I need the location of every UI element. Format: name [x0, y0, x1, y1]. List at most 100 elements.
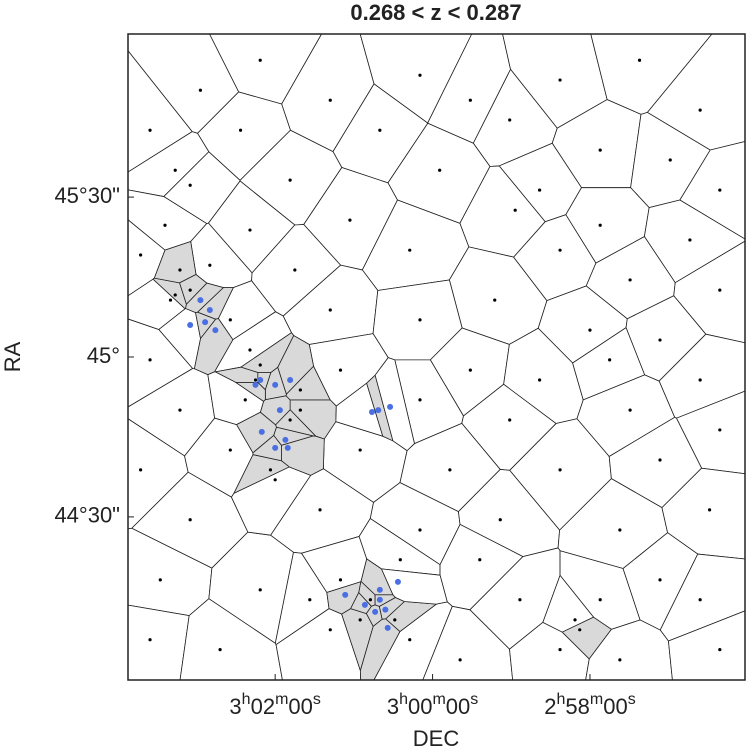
point — [438, 168, 442, 172]
point — [208, 263, 212, 267]
point — [537, 378, 542, 382]
voronoi-cell — [252, 434, 282, 462]
point — [448, 468, 452, 472]
point — [361, 601, 368, 608]
voronoi-cell — [542, 574, 595, 633]
point — [418, 73, 422, 77]
point — [187, 322, 194, 329]
point — [173, 293, 177, 297]
point — [618, 658, 622, 662]
point — [248, 348, 252, 352]
point — [368, 409, 375, 416]
point — [558, 78, 562, 82]
point — [608, 358, 612, 362]
point — [658, 458, 662, 462]
y-tick-label: 44°30" — [54, 503, 120, 528]
point — [308, 598, 312, 602]
point — [163, 223, 167, 227]
point — [628, 408, 632, 412]
point — [282, 436, 289, 443]
point — [338, 578, 343, 582]
point — [318, 508, 322, 512]
point — [197, 297, 204, 304]
point — [598, 598, 602, 602]
x-tick-label: 2h58m00s — [544, 691, 635, 719]
point — [408, 248, 412, 252]
point — [338, 368, 343, 372]
point — [398, 558, 402, 562]
point — [478, 558, 482, 562]
point — [148, 638, 152, 642]
point — [387, 403, 394, 410]
point — [328, 628, 332, 632]
point — [408, 638, 412, 642]
point — [658, 578, 662, 582]
voronoi-cell — [374, 357, 415, 452]
point — [284, 444, 291, 451]
point — [206, 306, 213, 313]
chart-title: 0.268 < z < 0.287 — [350, 0, 521, 25]
point — [578, 628, 582, 632]
point — [218, 648, 222, 652]
point — [198, 88, 203, 92]
point — [558, 248, 562, 252]
point — [558, 648, 562, 652]
point — [243, 398, 247, 402]
point — [558, 468, 562, 472]
point — [228, 318, 232, 322]
point — [372, 608, 379, 615]
point — [272, 381, 279, 388]
x-axis-label: DEC — [413, 726, 460, 751]
y-tick-label: 45°30" — [54, 183, 120, 208]
point — [348, 218, 352, 222]
point — [168, 298, 173, 302]
point — [376, 596, 383, 603]
point — [138, 253, 143, 257]
point — [288, 178, 292, 182]
point — [508, 118, 512, 122]
point — [298, 388, 302, 392]
point — [688, 238, 692, 242]
point — [498, 518, 502, 522]
point — [458, 658, 462, 662]
point — [707, 508, 712, 512]
point — [288, 418, 292, 422]
point — [298, 408, 302, 412]
voronoi-cell — [193, 318, 234, 376]
point — [258, 428, 265, 435]
point — [178, 408, 182, 412]
point — [358, 448, 362, 452]
point — [418, 318, 422, 322]
point — [598, 148, 602, 152]
point — [188, 518, 192, 522]
point — [658, 338, 662, 342]
point — [668, 158, 672, 162]
y-axis-label: RA — [0, 341, 25, 372]
x-tick-label: 3h02m00s — [229, 691, 320, 719]
point — [468, 98, 472, 102]
point — [342, 591, 349, 598]
point — [273, 478, 277, 482]
point — [718, 648, 722, 652]
point — [378, 128, 382, 132]
point — [368, 598, 372, 602]
point — [258, 588, 262, 592]
point — [394, 578, 401, 585]
point — [293, 268, 297, 272]
point — [253, 378, 258, 382]
point — [637, 58, 642, 62]
voronoi-cell — [153, 241, 197, 284]
point — [188, 288, 192, 292]
point — [328, 308, 332, 312]
point — [393, 618, 397, 622]
point — [258, 363, 262, 367]
point — [628, 278, 632, 282]
point — [258, 58, 262, 62]
point — [228, 448, 232, 452]
point — [468, 368, 472, 372]
point — [588, 328, 592, 332]
point — [238, 128, 243, 132]
y-tick-label: 45° — [87, 343, 120, 368]
voronoi-cell — [277, 335, 314, 395]
